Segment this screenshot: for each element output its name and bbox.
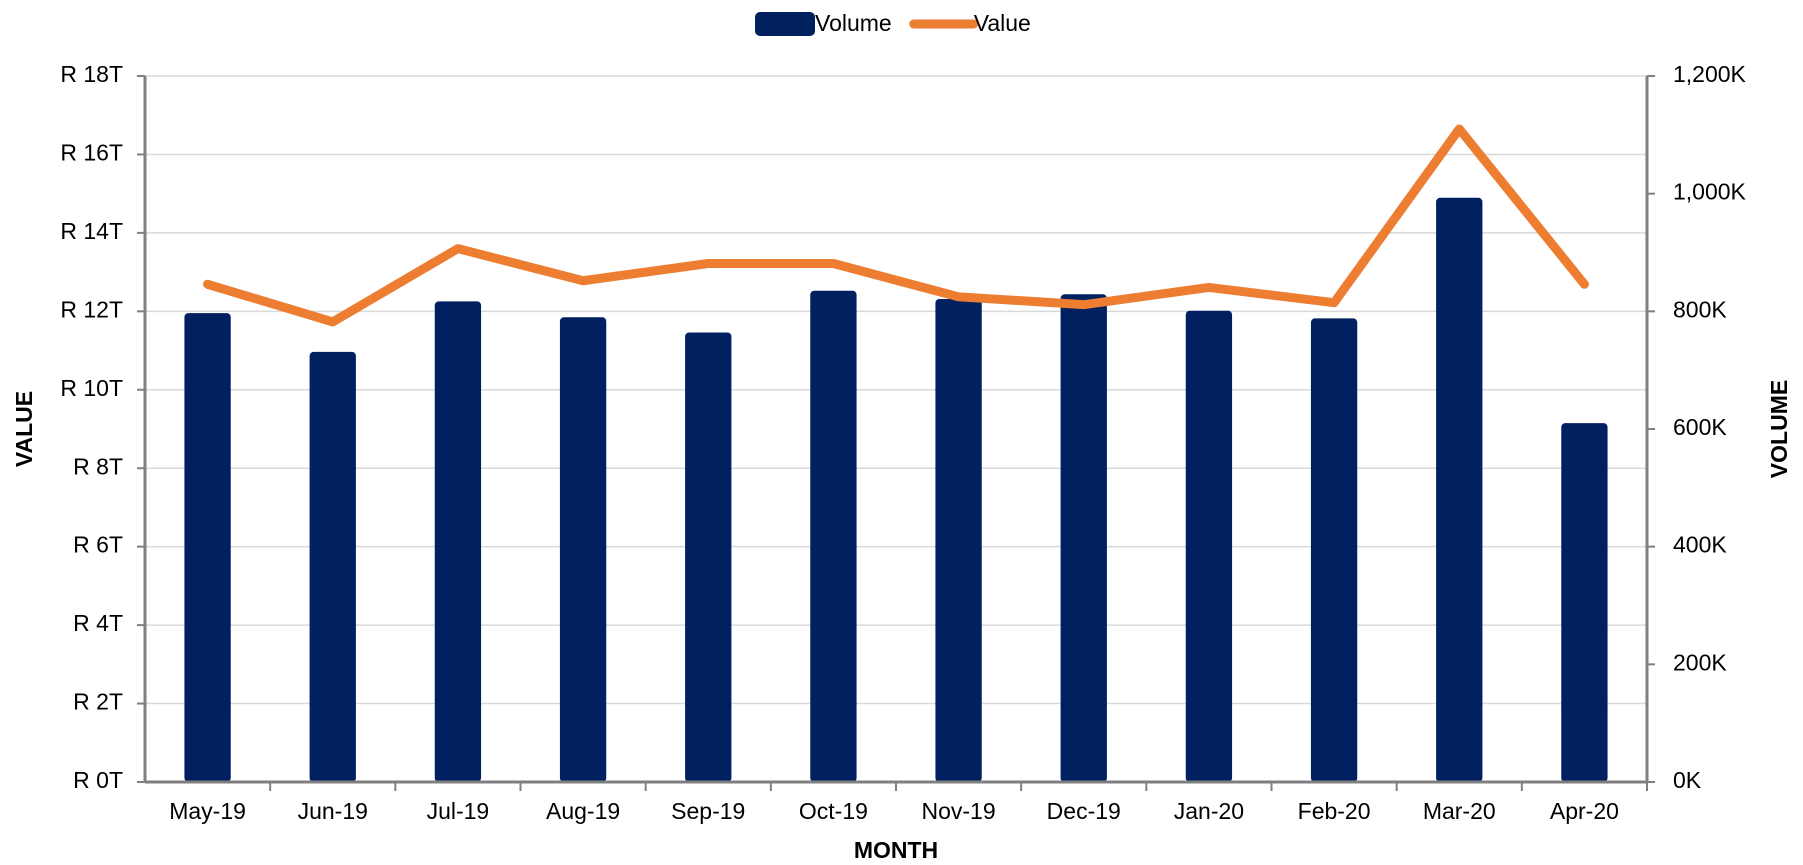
y2-axis-title: VOLUME [1766,380,1792,478]
bar [1185,310,1233,782]
x-tick-label: Apr-20 [1550,798,1619,824]
line [203,124,1589,327]
bar [1310,318,1358,782]
x-tick-label: Oct-19 [799,798,868,824]
x-tick-label: Jul-19 [427,798,490,824]
x-tick-label: Nov-19 [922,798,996,824]
bar [810,290,857,782]
y2-tick-label: 0K [1673,767,1702,793]
legend-label: Value [974,10,1031,36]
y-tick-label: R 8T [73,453,123,479]
y2-tick-label: 1,200K [1673,61,1747,87]
x-axis-title: MONTH [854,837,938,863]
y-tick-label: R 0T [73,767,123,793]
y2-tick-label: 1,000K [1673,179,1747,205]
x-tick-label: Jan-20 [1174,798,1244,824]
y-tick-label: R 4T [73,610,123,636]
bar [1060,294,1107,782]
legend-label: Volume [815,10,892,36]
x-tick-label: Mar-20 [1423,798,1496,824]
y2-tick-label: 200K [1673,649,1727,675]
x-tick-label: May-19 [169,798,246,824]
y-tick-label: R 16T [60,140,123,166]
x-tick-label: Feb-20 [1298,798,1371,824]
bar [1561,423,1608,782]
bar [434,301,482,782]
legend-swatch [755,12,815,36]
x-tick-label: Dec-19 [1047,798,1121,824]
y-tick-label: R 2T [73,689,123,715]
bar [309,351,356,782]
y-tick-label: R 14T [60,218,123,244]
x-tick-label: Jun-19 [298,798,368,824]
bar [559,317,607,782]
y2-tick-label: 600K [1673,414,1727,440]
bar [1436,197,1483,782]
y-tick-label: R 18T [60,61,123,87]
y2-tick-label: 800K [1673,296,1727,322]
y-tick-label: R 6T [73,532,123,558]
bar [184,313,231,782]
bar [685,332,732,782]
y-axis-title: VALUE [11,391,37,467]
y-tick-label: R 12T [60,296,123,322]
bar [935,298,982,782]
x-tick-label: Aug-19 [546,798,620,824]
y-tick-label: R 10T [60,375,123,401]
y2-tick-label: 400K [1673,532,1727,558]
x-tick-label: Sep-19 [671,798,745,824]
